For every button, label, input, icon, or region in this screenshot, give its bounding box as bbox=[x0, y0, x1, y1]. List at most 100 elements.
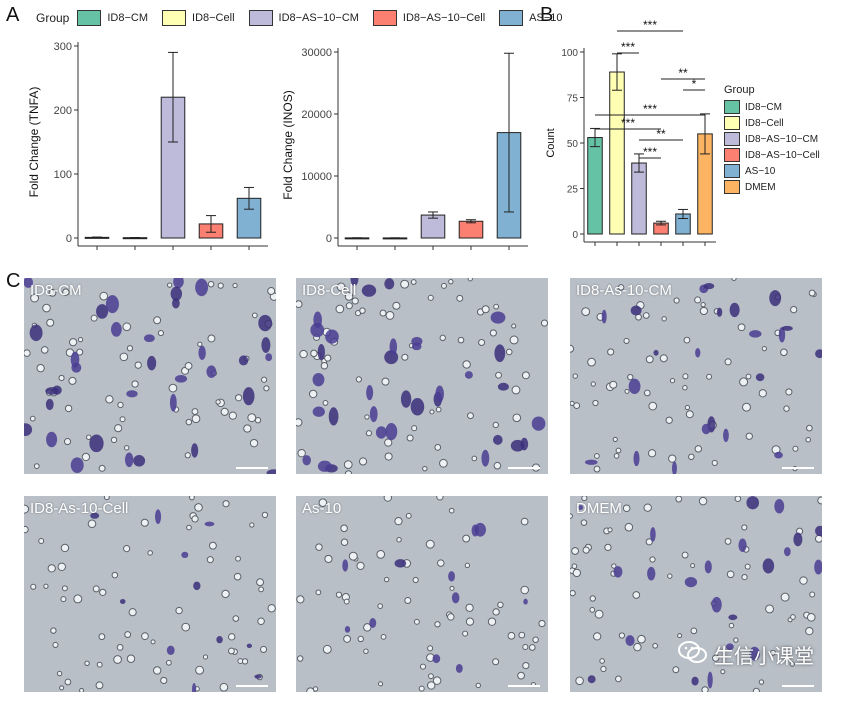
pore bbox=[582, 546, 590, 554]
panel-label-a: A bbox=[6, 4, 20, 26]
stained-cell bbox=[455, 663, 463, 673]
pore bbox=[742, 402, 751, 412]
stained-cell bbox=[254, 674, 262, 679]
pore bbox=[623, 337, 630, 344]
bar bbox=[609, 71, 625, 235]
legend-title: Group bbox=[36, 11, 70, 25]
pore bbox=[40, 346, 49, 354]
pore bbox=[113, 655, 122, 664]
pore bbox=[394, 517, 403, 526]
pore bbox=[251, 312, 258, 319]
pore bbox=[243, 424, 252, 433]
stained-cell bbox=[45, 398, 54, 411]
pore bbox=[87, 519, 97, 529]
y-tick-label: 50 bbox=[567, 139, 579, 150]
pore bbox=[406, 434, 414, 442]
stained-cell bbox=[204, 521, 215, 527]
pore bbox=[518, 631, 526, 639]
stained-cell bbox=[46, 431, 58, 448]
pore bbox=[456, 294, 464, 302]
pore bbox=[412, 576, 419, 584]
pore bbox=[377, 603, 384, 609]
bar bbox=[587, 137, 603, 235]
pore bbox=[607, 527, 613, 533]
pore bbox=[134, 361, 142, 369]
pore bbox=[522, 643, 529, 651]
pore bbox=[343, 634, 352, 643]
legend-label: ID8−AS−10−CM bbox=[278, 12, 359, 24]
pore bbox=[540, 319, 548, 327]
pore bbox=[677, 633, 683, 639]
pore bbox=[648, 401, 658, 411]
pore bbox=[741, 573, 748, 581]
pore bbox=[260, 645, 268, 654]
stained-cell bbox=[195, 278, 209, 297]
pore bbox=[383, 496, 393, 502]
pore bbox=[594, 609, 604, 619]
stained-cell bbox=[523, 598, 528, 605]
pore bbox=[511, 323, 517, 329]
y-tick-label: 100 bbox=[54, 169, 72, 181]
pore bbox=[299, 349, 308, 359]
legend-b-item: AS−10 bbox=[724, 164, 820, 178]
stained-cell bbox=[238, 355, 249, 366]
stained-cell bbox=[400, 390, 412, 408]
stained-cell bbox=[119, 599, 126, 604]
pore bbox=[765, 604, 774, 614]
pore bbox=[661, 316, 667, 322]
pore bbox=[624, 388, 630, 394]
pore bbox=[685, 410, 694, 419]
stained-cell bbox=[650, 527, 656, 542]
pore bbox=[688, 453, 695, 461]
tnfa-bar-chart: 0 100 200 300 Fold Change (TNFA) bbox=[27, 41, 268, 250]
pore bbox=[690, 627, 698, 635]
inos-bar-chart: 0 10000 20000 30000 Fold Change (INOS) bbox=[281, 47, 528, 250]
pore bbox=[600, 665, 607, 673]
stained-cell bbox=[24, 278, 34, 288]
pore bbox=[50, 627, 57, 634]
pore bbox=[165, 659, 172, 666]
pore bbox=[645, 355, 654, 364]
significance-label: ** bbox=[656, 127, 666, 141]
pore bbox=[512, 413, 522, 423]
stained-cell bbox=[45, 387, 59, 395]
pore bbox=[489, 329, 497, 337]
stained-cell bbox=[375, 426, 387, 439]
legend-panel-b: Group ID8−CM ID8−Cell ID8−AS−10−CM ID8−AS−1… bbox=[724, 84, 820, 196]
pore bbox=[694, 445, 703, 453]
pore bbox=[221, 589, 230, 599]
pore bbox=[401, 353, 409, 361]
y-tick-label: 200 bbox=[54, 105, 72, 117]
pore bbox=[507, 631, 516, 640]
pore bbox=[752, 687, 760, 692]
pore bbox=[194, 503, 203, 512]
pore bbox=[400, 279, 410, 289]
pore bbox=[263, 385, 270, 392]
stained-cell bbox=[350, 278, 359, 286]
pore bbox=[98, 464, 106, 472]
legend-b-label: ID8−AS−10−CM bbox=[745, 133, 819, 145]
stained-cell bbox=[613, 566, 623, 578]
pore bbox=[222, 500, 230, 508]
pore bbox=[363, 623, 372, 632]
stained-cell bbox=[653, 349, 659, 356]
pore bbox=[131, 380, 139, 388]
pore bbox=[42, 303, 51, 313]
y-tick-label: 100 bbox=[561, 48, 578, 59]
pore bbox=[261, 511, 269, 519]
stained-cell bbox=[490, 311, 506, 324]
stained-cell bbox=[749, 330, 762, 338]
pore bbox=[594, 453, 600, 459]
pore bbox=[383, 576, 390, 583]
stained-cell bbox=[126, 390, 138, 398]
pore bbox=[493, 303, 500, 310]
stained-cell bbox=[317, 343, 325, 361]
stained-cell bbox=[361, 284, 377, 297]
pore bbox=[63, 438, 72, 446]
legend-b-item: ID8−AS−10−Cell bbox=[724, 148, 820, 162]
pore bbox=[590, 381, 596, 387]
pore bbox=[376, 549, 386, 559]
pore bbox=[413, 618, 420, 625]
pore bbox=[232, 615, 240, 622]
pore bbox=[181, 622, 191, 632]
